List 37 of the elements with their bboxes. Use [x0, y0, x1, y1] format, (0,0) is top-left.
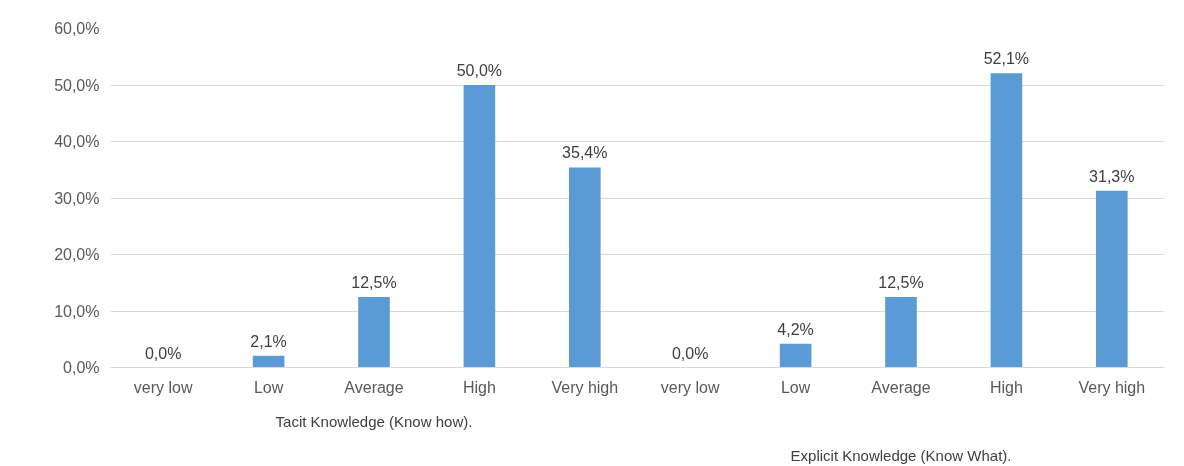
bar	[568, 167, 601, 368]
y-tick-label: 10,0%	[54, 302, 100, 320]
data-label: 2,1%	[250, 332, 287, 350]
y-tick-label: 60,0%	[54, 20, 100, 37]
x-tick-label: High	[989, 378, 1023, 396]
data-label: 12,5%	[351, 273, 397, 291]
bar	[358, 296, 390, 368]
bar	[885, 296, 917, 368]
x-tick-label: very low	[660, 378, 720, 396]
x-tick-label: Very high	[551, 378, 619, 396]
bar	[990, 73, 1023, 368]
y-tick-label: 20,0%	[54, 246, 100, 263]
data-label: 52,1%	[983, 50, 1030, 68]
x-tick-label: Average	[344, 378, 404, 396]
x-tick-label: Very high	[1078, 378, 1146, 396]
text: Explicit Knowledge (Know What).	[790, 446, 1012, 464]
data-label: 31,3%	[1089, 167, 1135, 185]
text: Tacit Knowledge (Know how).	[275, 412, 473, 430]
x-tick-label: very low	[133, 378, 193, 396]
y-tick-label: 40,0%	[54, 133, 100, 150]
data-label: 0,0%	[671, 344, 709, 362]
data-label: 4,2%	[777, 320, 814, 338]
x-tick-label: Low	[253, 378, 284, 396]
data-label: 0,0%	[144, 344, 182, 362]
y-tick-label: 50,0%	[54, 76, 100, 94]
bar	[463, 85, 496, 368]
y-tick-label: 0,0%	[63, 359, 100, 376]
data-label: 35,4%	[562, 144, 608, 162]
data-label: 50,0%	[456, 62, 503, 79]
bar	[252, 355, 285, 368]
x-tick-label: Low	[780, 378, 811, 396]
x-tick-label: Average	[871, 378, 931, 396]
bar	[779, 343, 812, 368]
y-tick-label: 30,0%	[54, 189, 100, 207]
bar	[1095, 190, 1128, 368]
data-label: 12,5%	[878, 273, 924, 291]
x-tick-label: High	[462, 378, 496, 396]
